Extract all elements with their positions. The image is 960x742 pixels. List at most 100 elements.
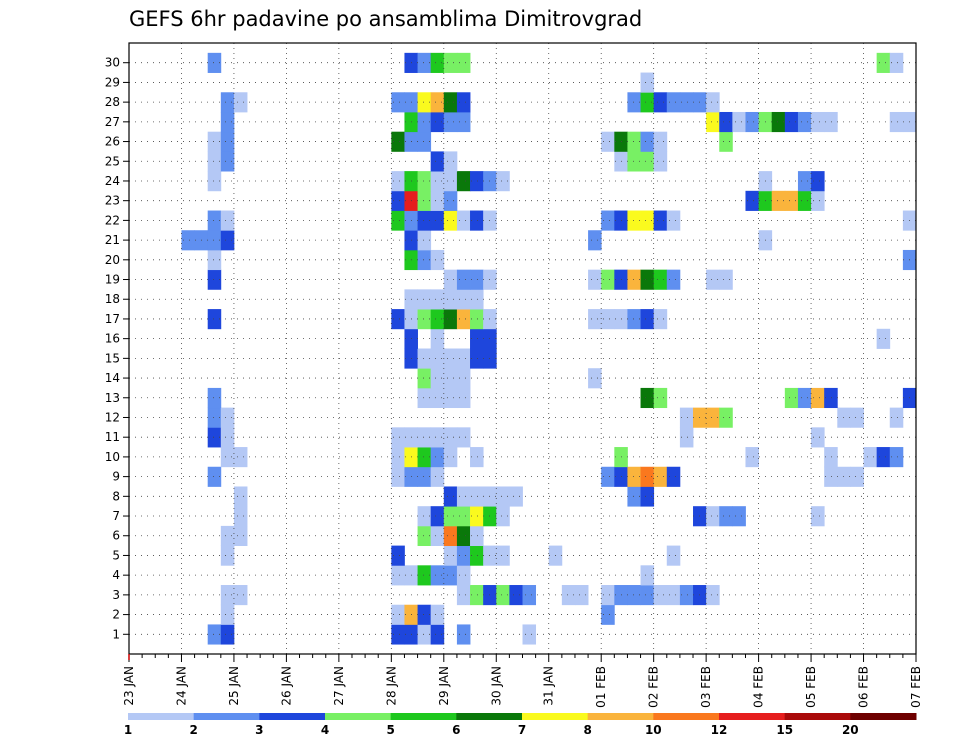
heatmap-cell bbox=[496, 545, 510, 566]
heatmap-cell bbox=[430, 171, 445, 192]
heatmap-cell bbox=[207, 269, 222, 290]
y-tick-label: 25 bbox=[105, 154, 120, 168]
y-tick-label: 4 bbox=[112, 568, 120, 582]
y-tick-label: 26 bbox=[105, 135, 120, 149]
heatmap-cell bbox=[706, 506, 720, 527]
heatmap-cell bbox=[430, 111, 445, 133]
heatmap-cell bbox=[207, 466, 222, 487]
y-tick-label: 29 bbox=[105, 75, 120, 89]
heatmap-cell bbox=[430, 427, 445, 448]
heatmap-cell bbox=[640, 486, 655, 507]
x-tick-label: 29 JAN bbox=[437, 666, 451, 706]
heatmap-cell bbox=[417, 230, 432, 251]
x-tick-label: 01 FEB bbox=[594, 666, 608, 708]
heatmap-cell bbox=[417, 506, 432, 527]
heatmap-cell bbox=[706, 269, 720, 290]
heatmap-cell bbox=[706, 92, 720, 113]
legend-swatch bbox=[719, 713, 786, 720]
heatmap-cell bbox=[220, 131, 235, 152]
heatmap-cell bbox=[601, 269, 615, 290]
heatmap-cell bbox=[456, 52, 471, 73]
heatmap-cell bbox=[456, 269, 471, 290]
y-tick-label: 24 bbox=[105, 174, 120, 188]
heatmap-cell bbox=[430, 328, 445, 349]
heatmap-cell bbox=[653, 210, 668, 231]
heatmap-cell bbox=[443, 210, 458, 231]
heatmap-cell bbox=[627, 151, 641, 172]
heatmap-cell bbox=[470, 486, 484, 507]
heatmap-cell bbox=[207, 52, 222, 73]
legend-label: 7 bbox=[518, 723, 526, 737]
heatmap-cell bbox=[824, 387, 838, 409]
heatmap-cell bbox=[443, 151, 458, 172]
heatmap-cell bbox=[588, 230, 602, 251]
heatmap-cell bbox=[430, 289, 445, 310]
heatmap-cell bbox=[771, 190, 786, 211]
heatmap-cell bbox=[207, 624, 222, 645]
heatmap-cell bbox=[889, 52, 904, 73]
legend-swatch bbox=[259, 713, 326, 720]
heatmap-cell bbox=[627, 466, 641, 487]
heatmap-cell bbox=[811, 387, 825, 409]
heatmap-cell bbox=[509, 585, 523, 606]
heatmap-cell bbox=[417, 565, 432, 586]
heatmap-cell bbox=[443, 387, 458, 409]
x-tick-label: 02 FEB bbox=[647, 666, 661, 708]
heatmap-cell bbox=[797, 171, 812, 192]
heatmap-cell bbox=[653, 387, 668, 409]
x-tick-label: 24 JAN bbox=[175, 666, 189, 706]
heatmap-cell bbox=[601, 131, 615, 152]
heatmap-cell bbox=[601, 210, 615, 231]
heatmap-cell bbox=[220, 210, 235, 231]
heatmap-cell bbox=[811, 171, 825, 192]
heatmap-cell bbox=[561, 585, 576, 606]
heatmap-cell bbox=[653, 309, 668, 330]
heatmap-cell bbox=[207, 249, 222, 271]
legend-swatch bbox=[128, 713, 195, 720]
y-tick-label: 16 bbox=[105, 332, 120, 346]
heatmap-cell bbox=[811, 506, 825, 527]
heatmap-cell bbox=[653, 92, 668, 113]
heatmap-cell bbox=[640, 269, 655, 290]
heatmap-cell bbox=[417, 131, 432, 152]
heatmap-cell bbox=[430, 387, 445, 409]
legend-swatch bbox=[653, 713, 720, 720]
heatmap-cell bbox=[470, 525, 484, 546]
heatmap-cell bbox=[627, 210, 641, 231]
heatmap-cell bbox=[706, 111, 720, 133]
heatmap-cell bbox=[470, 506, 484, 527]
y-tick-label: 27 bbox=[105, 115, 120, 129]
heatmap-cell bbox=[443, 545, 458, 566]
heatmap-cell bbox=[653, 466, 668, 487]
legend-label: 2 bbox=[190, 723, 198, 737]
heatmap-cell bbox=[456, 309, 471, 330]
heatmap-cell bbox=[784, 190, 799, 211]
heatmap-cell bbox=[719, 506, 733, 527]
heatmap-cell bbox=[850, 407, 864, 428]
heatmap-cell bbox=[876, 52, 891, 73]
heatmap-cell bbox=[417, 289, 432, 310]
heatmap-cell bbox=[391, 545, 405, 566]
heatmap-cell bbox=[391, 447, 405, 468]
heatmap-cell bbox=[220, 427, 235, 448]
heatmap-cell bbox=[640, 466, 655, 487]
heatmap-cell bbox=[889, 447, 904, 468]
x-tick-label: 05 FEB bbox=[804, 666, 818, 708]
heatmap-cell bbox=[443, 52, 458, 73]
heatmap-cell bbox=[889, 111, 904, 133]
heatmap-cell bbox=[627, 309, 641, 330]
x-tick-label: 04 FEB bbox=[752, 666, 766, 708]
heatmap-cell bbox=[456, 545, 471, 566]
legend-swatch bbox=[193, 713, 260, 720]
heatmap-cell bbox=[496, 506, 510, 527]
heatmap-cell bbox=[430, 52, 445, 73]
heatmap-cell bbox=[443, 289, 458, 310]
heatmap-cell bbox=[666, 210, 681, 231]
heatmap-cell bbox=[430, 190, 445, 211]
heatmap-cell bbox=[430, 151, 445, 172]
chart-title: GEFS 6hr padavine po ansamblima Dimitrov… bbox=[129, 7, 642, 31]
heatmap-cell bbox=[889, 407, 904, 428]
x-tick-label: 25 JAN bbox=[227, 666, 241, 706]
heatmap-cell bbox=[470, 289, 484, 310]
